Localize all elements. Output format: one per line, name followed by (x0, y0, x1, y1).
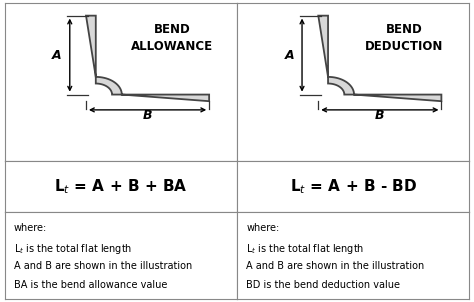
Text: BEND
ALLOWANCE: BEND ALLOWANCE (131, 23, 213, 53)
Text: L$_t$ is the total flat length: L$_t$ is the total flat length (246, 242, 365, 256)
Text: BA is the bend allowance value: BA is the bend allowance value (14, 280, 167, 290)
Text: where:: where: (14, 223, 47, 233)
Text: A and B are shown in the illustration: A and B are shown in the illustration (246, 261, 425, 271)
Text: where:: where: (246, 223, 280, 233)
Text: L$_t$ is the total flat length: L$_t$ is the total flat length (14, 242, 132, 256)
Text: BEND
DEDUCTION: BEND DEDUCTION (365, 23, 443, 53)
Text: B: B (375, 109, 384, 122)
Text: L$_t$ = A + B + BA: L$_t$ = A + B + BA (54, 177, 188, 196)
Text: BD is the bend deduction value: BD is the bend deduction value (246, 280, 400, 290)
Text: A and B are shown in the illustration: A and B are shown in the illustration (14, 261, 192, 271)
Text: A: A (284, 49, 294, 62)
Text: L$_t$ = A + B - BD: L$_t$ = A + B - BD (290, 177, 417, 196)
Polygon shape (319, 16, 441, 101)
Polygon shape (86, 16, 209, 101)
Text: A: A (52, 49, 62, 62)
Text: B: B (143, 109, 152, 122)
